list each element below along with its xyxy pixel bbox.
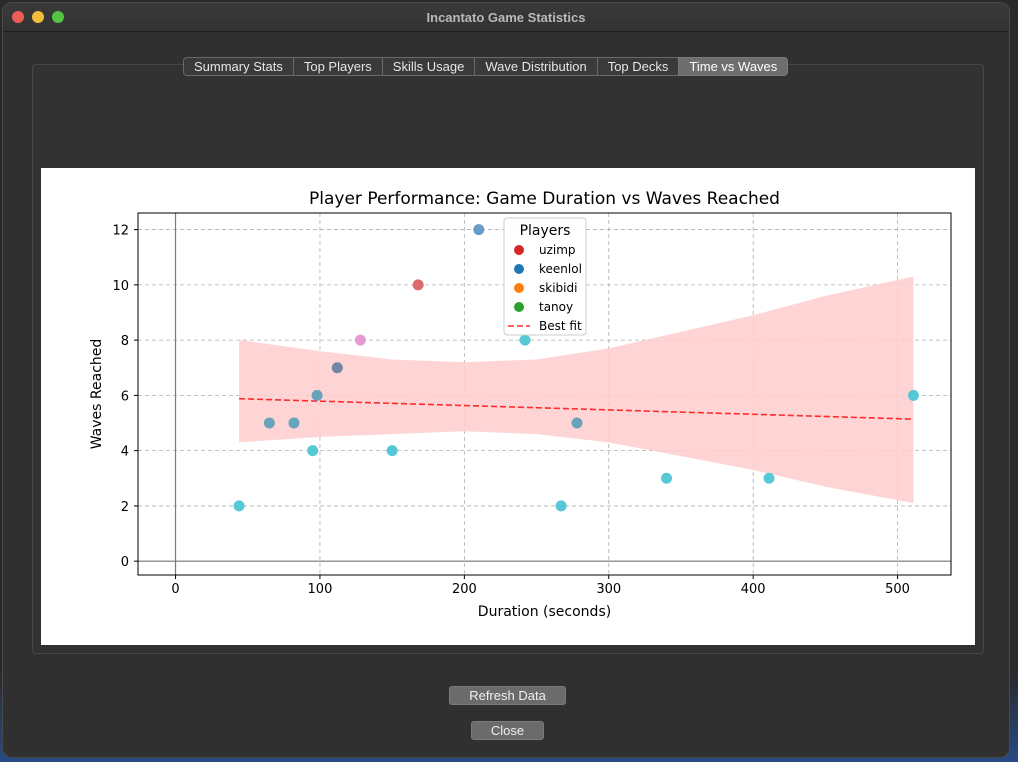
y-tick-label: 4 [121, 445, 129, 460]
legend-label: tanoy [539, 300, 573, 314]
data-point [661, 472, 673, 484]
y-tick-label: 0 [121, 555, 129, 570]
y-axis-label: Waves Reached [89, 339, 105, 450]
close-button[interactable]: Close [471, 721, 544, 740]
window-title: Incantato Game Statistics [426, 10, 586, 25]
tab-time-vs-waves[interactable]: Time vs Waves [678, 57, 789, 76]
x-tick-label: 500 [885, 582, 910, 597]
tab-skills-usage[interactable]: Skills Usage [381, 57, 476, 76]
x-tick-label: 300 [596, 582, 621, 597]
data-point [519, 334, 531, 346]
chart-canvas: Player Performance: Game Duration vs Wav… [41, 168, 975, 645]
maximize-window-icon[interactable] [52, 11, 64, 23]
legend-marker [514, 302, 524, 312]
y-tick-label: 12 [112, 224, 129, 239]
y-tick-label: 2 [121, 500, 129, 515]
data-point [907, 389, 919, 401]
tab-summary-stats[interactable]: Summary Stats [183, 57, 294, 76]
legend-label: keenlol [539, 262, 582, 276]
data-point [331, 362, 343, 374]
x-axis-label: Duration (seconds) [478, 604, 611, 620]
tab-wave-distribution[interactable]: Wave Distribution [474, 57, 598, 76]
legend-marker [514, 283, 524, 293]
data-point [354, 334, 366, 346]
x-tick-label: 200 [452, 582, 477, 597]
data-point [311, 389, 323, 401]
x-tick-label: 0 [171, 582, 179, 597]
plot-frame [137, 212, 952, 576]
scatter-chart: Player Performance: Game Duration vs Wav… [89, 189, 952, 620]
confidence-band [239, 276, 914, 504]
title-bar[interactable]: Incantato Game Statistics [3, 3, 1009, 32]
data-point [263, 417, 275, 429]
data-point [555, 500, 567, 512]
data-point [763, 472, 775, 484]
close-window-icon[interactable] [12, 11, 24, 23]
refresh-data-button[interactable]: Refresh Data [449, 686, 566, 705]
chart-title: Player Performance: Game Duration vs Wav… [309, 189, 780, 209]
legend-title: Players [520, 223, 571, 239]
legend-marker [514, 245, 524, 255]
legend-label: Best fit [539, 319, 582, 333]
data-point [233, 500, 245, 512]
x-tick-label: 100 [308, 582, 333, 597]
legend-box [503, 217, 587, 336]
minimize-window-icon[interactable] [32, 11, 44, 23]
data-point [412, 279, 424, 291]
legend-label: skibidi [539, 281, 577, 295]
data-point [307, 445, 319, 457]
best-fit-line [239, 397, 914, 420]
data-point [386, 445, 398, 457]
tab-top-decks[interactable]: Top Decks [596, 57, 680, 76]
data-point [473, 224, 485, 236]
legend-label: uzimp [539, 243, 576, 257]
y-tick-label: 10 [112, 279, 129, 294]
tab-top-players[interactable]: Top Players [292, 57, 383, 76]
x-tick-label: 400 [741, 582, 766, 597]
y-tick-label: 6 [121, 389, 129, 404]
tab-bar: Summary Stats Top Players Skills Usage W… [183, 57, 789, 76]
y-tick-label: 8 [121, 334, 129, 349]
data-point [288, 417, 300, 429]
data-point [571, 417, 583, 429]
legend-marker [514, 264, 524, 274]
